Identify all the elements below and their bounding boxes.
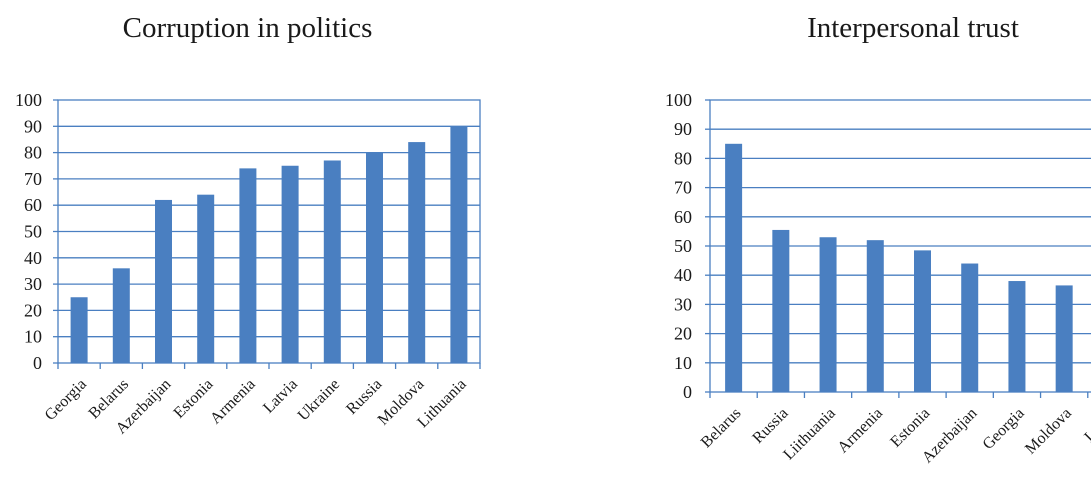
bar-russia bbox=[772, 229, 790, 392]
y-tick-label: 60 bbox=[24, 195, 42, 215]
bar-belarus bbox=[725, 143, 743, 392]
trust-chart: Interpersonal trust 0 10 20 30 40 50 60 70 80 90 1… bbox=[545, 0, 1091, 480]
y-tick-label: 0 bbox=[33, 353, 42, 373]
y-tick-label: 50 bbox=[24, 222, 42, 242]
y-tick-label: 30 bbox=[24, 274, 42, 294]
bar-azerbaijan bbox=[155, 199, 172, 363]
bar-belarus bbox=[112, 268, 130, 363]
bar-moldova bbox=[1055, 285, 1073, 392]
bar-azerbaijan bbox=[961, 263, 979, 392]
x-category-label: Estonia bbox=[887, 405, 933, 451]
x-category-label: Armenia bbox=[207, 376, 259, 428]
x-category-label: Georgia bbox=[42, 376, 90, 424]
y-tick-label: 20 bbox=[674, 324, 692, 344]
bar-lithuania bbox=[450, 126, 468, 363]
y-tick-label: 80 bbox=[674, 148, 692, 168]
y-tick-label: 0 bbox=[683, 382, 692, 402]
bar-liithuania bbox=[819, 237, 837, 392]
y-tick-label: 10 bbox=[24, 327, 42, 347]
x-category-label: Latvia bbox=[1081, 405, 1091, 446]
y-tick-label: 20 bbox=[24, 300, 42, 320]
y-tick-label: 40 bbox=[24, 248, 42, 268]
x-category-label: Latvia bbox=[260, 376, 301, 417]
bar-estonia bbox=[197, 194, 215, 363]
x-category-label: Moldova bbox=[1022, 405, 1075, 458]
bar-ukraine bbox=[323, 160, 341, 363]
y-tick-label: 10 bbox=[674, 353, 692, 373]
x-category-label: Belarus bbox=[698, 405, 745, 452]
y-tick-label: 90 bbox=[674, 119, 692, 139]
corruption-chart: Corruption in politics 0 10 20 30 40 50 60 70 80… bbox=[0, 0, 545, 480]
bar-georgia bbox=[70, 297, 88, 363]
x-category-label: Armenia bbox=[834, 405, 886, 457]
y-tick-label: 70 bbox=[674, 178, 692, 198]
bar-armenia bbox=[239, 168, 257, 363]
y-tick-label: 100 bbox=[665, 90, 692, 110]
y-tick-label: 50 bbox=[674, 236, 692, 256]
x-category-label: Ukraine bbox=[295, 376, 343, 424]
bar-russia bbox=[366, 152, 383, 363]
y-tick-label: 100 bbox=[15, 90, 42, 110]
y-tick-label: 60 bbox=[674, 207, 692, 227]
chart-title: Interpersonal trust bbox=[807, 12, 1019, 44]
bar-armenia bbox=[866, 240, 884, 392]
y-tick-label: 90 bbox=[24, 116, 42, 136]
y-tick-label: 40 bbox=[674, 265, 692, 285]
x-category-label: Georgia bbox=[980, 405, 1028, 453]
corruption-chart-plot: 0102030405060708090100GeorgiaBelarusAzer… bbox=[15, 90, 481, 437]
bar-moldova bbox=[408, 142, 426, 363]
chart-title: Corruption in politics bbox=[122, 12, 373, 44]
bar-estonia bbox=[914, 250, 931, 392]
x-category-label: Russia bbox=[749, 405, 791, 447]
y-tick-label: 70 bbox=[24, 169, 42, 189]
bar-latvia bbox=[281, 165, 299, 363]
bar-georgia bbox=[1008, 281, 1026, 392]
x-category-label: Liithuania bbox=[780, 405, 839, 464]
trust-chart-plot: 0 10 20 30 40 50 60 70 80 90 100 Belarus RussiaLiith… bbox=[665, 90, 1091, 466]
y-tick-label: 30 bbox=[674, 294, 692, 314]
y-tick-label: 80 bbox=[24, 143, 42, 163]
